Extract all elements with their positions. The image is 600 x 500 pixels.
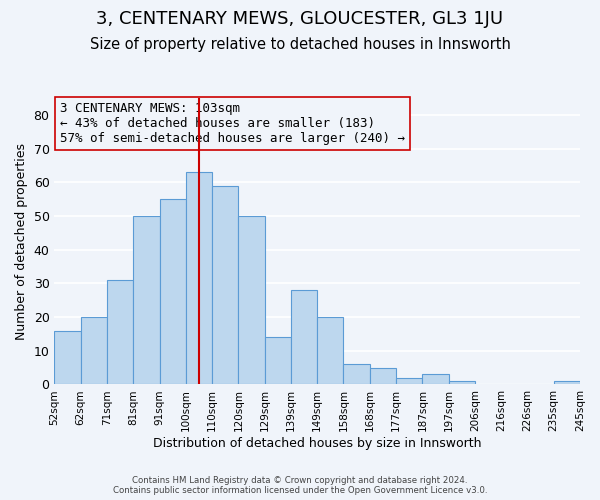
Bar <box>449 381 475 384</box>
Bar <box>343 364 370 384</box>
Bar <box>186 172 212 384</box>
Text: Size of property relative to detached houses in Innsworth: Size of property relative to detached ho… <box>89 38 511 52</box>
Bar <box>80 317 107 384</box>
Bar <box>396 378 422 384</box>
Bar <box>133 216 160 384</box>
X-axis label: Distribution of detached houses by size in Innsworth: Distribution of detached houses by size … <box>153 437 481 450</box>
Bar <box>212 186 238 384</box>
Bar <box>422 374 449 384</box>
Bar <box>55 330 80 384</box>
Text: Contains HM Land Registry data © Crown copyright and database right 2024.
Contai: Contains HM Land Registry data © Crown c… <box>113 476 487 495</box>
Bar <box>107 280 133 384</box>
Bar <box>160 199 186 384</box>
Text: 3 CENTENARY MEWS: 103sqm
← 43% of detached houses are smaller (183)
57% of semi-: 3 CENTENARY MEWS: 103sqm ← 43% of detach… <box>59 102 404 146</box>
Y-axis label: Number of detached properties: Number of detached properties <box>15 142 28 340</box>
Text: 3, CENTENARY MEWS, GLOUCESTER, GL3 1JU: 3, CENTENARY MEWS, GLOUCESTER, GL3 1JU <box>97 10 503 28</box>
Bar <box>291 290 317 384</box>
Bar <box>370 368 396 384</box>
Bar <box>238 216 265 384</box>
Bar <box>554 381 580 384</box>
Bar <box>265 338 291 384</box>
Bar <box>317 317 343 384</box>
